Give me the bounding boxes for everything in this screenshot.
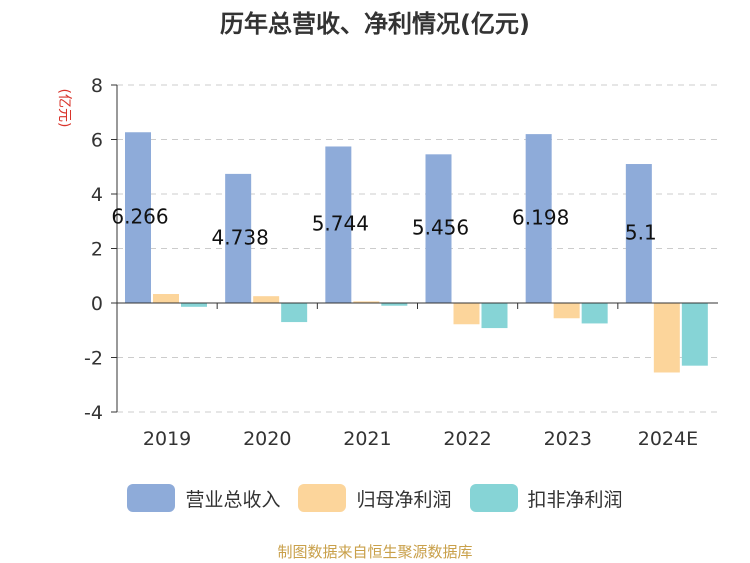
data-label: 5.744 bbox=[312, 212, 369, 236]
x-tick-label: 2020 bbox=[243, 428, 291, 450]
data-label: 4.738 bbox=[212, 225, 269, 249]
bar bbox=[481, 303, 508, 329]
bar bbox=[653, 303, 680, 373]
axes: -4 -2 0 2 4 6 8 2019 2020 2021 2022 2023 2024E bbox=[84, 75, 718, 450]
x-tick-label: 2022 bbox=[443, 428, 491, 450]
y-tick-label: 8 bbox=[91, 75, 103, 97]
bar bbox=[425, 154, 452, 303]
chart-title: 历年总营收、净利情况(亿元) bbox=[220, 10, 530, 38]
bar bbox=[181, 303, 207, 307]
bar bbox=[281, 303, 308, 323]
data-label: 5.1 bbox=[625, 221, 657, 245]
legend-label: 归母净利润 bbox=[356, 488, 452, 511]
bar bbox=[625, 164, 652, 303]
legend-label: 扣非净利润 bbox=[527, 488, 623, 511]
legend-swatch bbox=[127, 484, 176, 512]
bar bbox=[253, 296, 280, 303]
y-tick-label: -4 bbox=[84, 402, 103, 424]
bar bbox=[453, 303, 480, 325]
legend-item[interactable]: 归母净利润 bbox=[298, 484, 452, 512]
bar bbox=[325, 146, 352, 303]
legend-item[interactable]: 营业总收入 bbox=[127, 484, 280, 512]
y-tick-label: -2 bbox=[84, 348, 103, 370]
bar bbox=[353, 301, 380, 303]
bar bbox=[381, 303, 408, 306]
x-tick-label: 2019 bbox=[143, 428, 191, 450]
bars bbox=[125, 132, 708, 373]
bar bbox=[153, 294, 179, 303]
bar bbox=[581, 303, 608, 324]
x-tick-label: 2023 bbox=[544, 428, 592, 450]
y-tick-label: 0 bbox=[91, 293, 103, 315]
y-tick-label: 6 bbox=[91, 130, 103, 152]
legend-swatch bbox=[469, 484, 518, 512]
legend-label: 营业总收入 bbox=[185, 488, 281, 511]
legend: 营业总收入 归母净利润 扣非净利润 bbox=[0, 484, 750, 512]
bar-chart: -4 -2 0 2 4 6 8 2019 2020 2021 2022 2023 2024E 6.266… bbox=[56, 75, 718, 450]
legend-swatch bbox=[298, 484, 347, 512]
bar bbox=[525, 134, 552, 303]
bar bbox=[553, 303, 580, 319]
bar bbox=[681, 303, 708, 366]
legend-item[interactable]: 扣非净利润 bbox=[469, 484, 623, 512]
data-label: 6.198 bbox=[512, 206, 569, 230]
x-tick-label: 2021 bbox=[343, 428, 391, 450]
x-tick-label: 2024E bbox=[638, 428, 698, 450]
data-label: 6.266 bbox=[111, 205, 168, 229]
bar bbox=[125, 132, 151, 303]
bar bbox=[225, 173, 252, 303]
y-tick-label: 2 bbox=[91, 239, 103, 261]
gridlines bbox=[117, 84, 718, 413]
y-tick-label: 4 bbox=[91, 184, 103, 206]
source-note: 制图数据来自恒生聚源数据库 bbox=[277, 543, 473, 561]
data-label: 5.456 bbox=[412, 216, 469, 240]
y-axis-label: (亿元) bbox=[56, 89, 72, 128]
data-labels: 6.266 4.738 5.744 5.456 6.198 5.1 bbox=[111, 205, 656, 250]
